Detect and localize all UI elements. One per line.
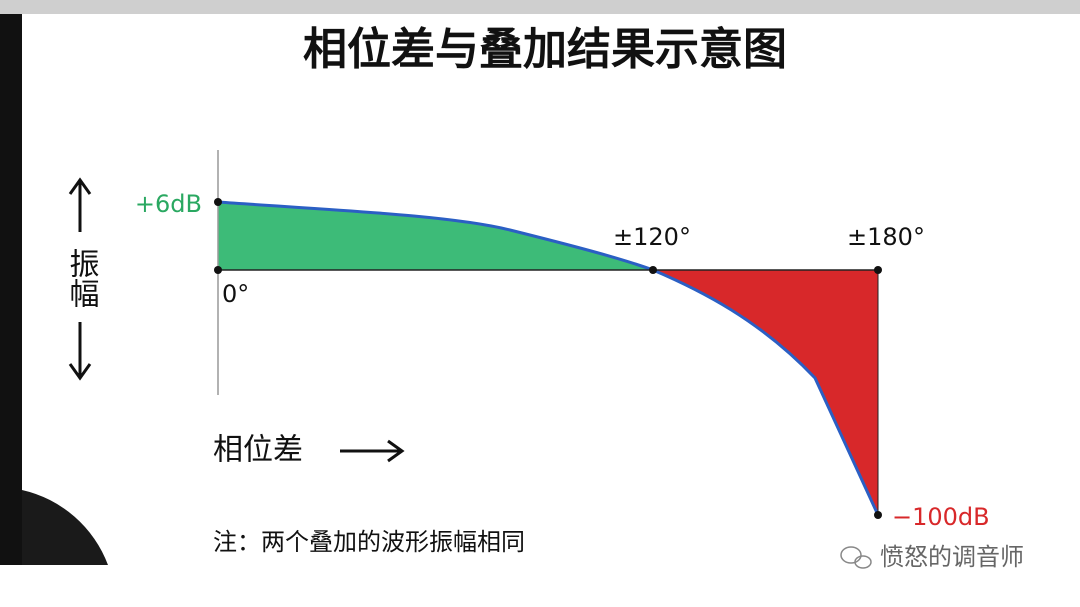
title: 相位差与叠加结果示意图 bbox=[303, 24, 787, 75]
mid-label: ±120° bbox=[613, 223, 691, 251]
point bbox=[874, 511, 882, 519]
point bbox=[649, 266, 657, 274]
min-label: −100dB bbox=[892, 503, 990, 531]
y-arrows bbox=[68, 177, 92, 381]
left-edge bbox=[0, 14, 22, 565]
bottom-band bbox=[0, 565, 1080, 607]
point bbox=[214, 198, 222, 206]
corner-shape bbox=[22, 490, 108, 565]
origin-label: 0° bbox=[222, 280, 249, 308]
max-label: +6dB bbox=[135, 190, 202, 218]
points bbox=[214, 198, 882, 519]
note: 注：两个叠加的波形振幅相同 bbox=[213, 528, 525, 556]
curve bbox=[217, 200, 880, 516]
point bbox=[874, 266, 882, 274]
watermark-icon bbox=[840, 546, 872, 569]
end-label: ±180° bbox=[847, 223, 925, 251]
negative-area bbox=[653, 270, 878, 515]
positive-area bbox=[218, 202, 653, 270]
watermark: 愤怒的调音师 bbox=[880, 543, 1024, 571]
x-label: 相位差 bbox=[213, 433, 303, 468]
point bbox=[214, 266, 222, 274]
y-label: 振幅 bbox=[64, 248, 99, 308]
x-arrow bbox=[340, 439, 405, 463]
top-edge bbox=[0, 0, 1080, 14]
